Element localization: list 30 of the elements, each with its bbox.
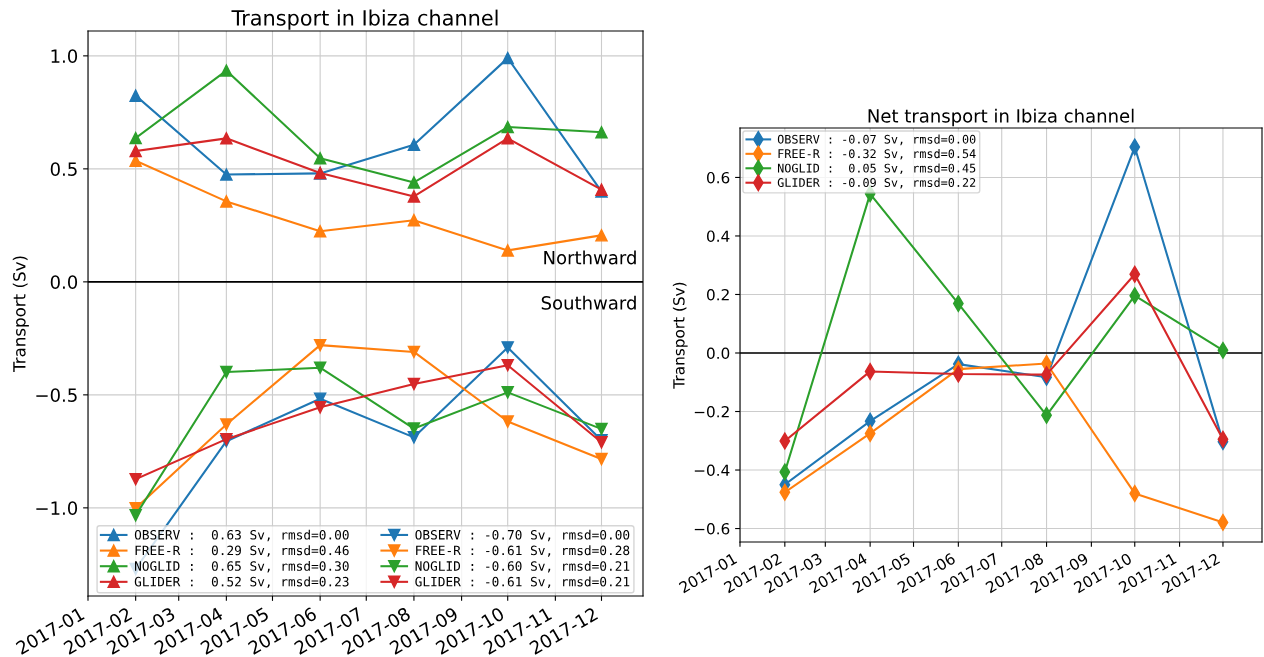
y-tick-label: −0.5 [36, 388, 77, 402]
legend-label: NOGLID : 0.05 Sv, rmsd=0.45 [777, 163, 976, 175]
y-tick-label: 0.0 [50, 275, 78, 289]
y-tick-label: 0.5 [50, 162, 77, 176]
legend-label: NOGLID : -0.60 Sv, rmsd=0.21 [415, 560, 630, 573]
legend-label: GLIDER : -0.09 Sv, rmsd=0.22 [777, 177, 976, 189]
legend-label: FREE-R : -0.32 Sv, rmsd=0.54 [778, 149, 976, 160]
legend-label: GLIDER : 0.52 Sv, rmsd=0.23 [134, 576, 349, 589]
y-tick-label: −0.2 [694, 405, 729, 418]
y-tick-label: −0.4 [694, 464, 730, 477]
y-tick-label: 0.0 [706, 347, 730, 360]
legend-label: FREE-R : -0.61 Sv, rmsd=0.28 [416, 545, 630, 557]
legend-label: OBSERV : -0.70 Sv, rmsd=0.00 [415, 529, 630, 542]
legend-label: NOGLID : 0.65 Sv, rmsd=0.30 [135, 560, 349, 573]
y-tick-label: 0.2 [706, 288, 729, 301]
y-tick-label: 0.6 [706, 171, 730, 184]
annotation: Northward [544, 250, 636, 265]
y-tick-label: 1.0 [51, 49, 78, 63]
chart-title: Transport in Ibiza channel [231, 9, 498, 30]
y-axis-title: Transport (Sv) [12, 256, 29, 373]
legend-label: OBSERV : 0.63 Sv, rmsd=0.00 [134, 529, 349, 542]
legend-label: OBSERV : -0.07 Sv, rmsd=0.00 [777, 134, 976, 146]
legend-label: FREE-R : 0.29 Sv, rmsd=0.46 [135, 545, 349, 557]
chart-title: Net transport in Ibiza channel [868, 108, 1134, 127]
y-tick-label: 0.4 [706, 230, 730, 242]
y-tick-label: −1.0 [36, 501, 78, 515]
legend-label: GLIDER : -0.61 Sv, rmsd=0.21 [415, 576, 630, 589]
y-axis-title: Transport (Sv) [672, 282, 688, 389]
y-tick-label: −0.6 [694, 523, 730, 535]
annotation: Southward [541, 295, 636, 310]
